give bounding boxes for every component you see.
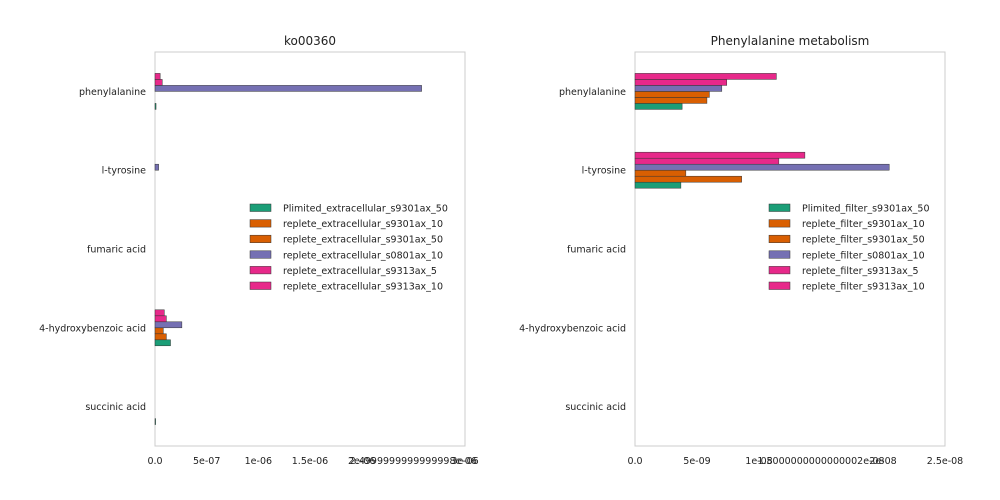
bar (154, 315, 167, 323)
y-tick-label: phenylalanine (559, 87, 626, 98)
legend-label: replete_extracellular_s9313ax_5 (283, 266, 437, 277)
legend-label: replete_filter_s9301ax_10 (802, 219, 925, 230)
bar (634, 169, 687, 177)
x-tick-label: 1.5e-06 (292, 456, 328, 467)
legend-swatch (249, 219, 272, 228)
bar (634, 103, 683, 110)
chart-title: ko00360 (284, 34, 336, 48)
legend-label: Plimited_filter_s9301ax_50 (802, 204, 930, 215)
y-tick-label: l-tyrosine (102, 166, 147, 177)
bar (634, 73, 777, 80)
bar (154, 73, 161, 80)
y-tick-label: 4-hydroxybenzoic acid (39, 323, 146, 334)
bar (154, 85, 422, 92)
y-tick-label: succinic acid (565, 402, 626, 413)
x-tick-label: 1e-06 (245, 456, 272, 467)
x-tick-label: 1e-08 (745, 456, 772, 467)
legend-label: replete_extracellular_s9301ax_10 (283, 219, 443, 230)
legend-swatch (768, 266, 791, 275)
x-tick-label: 1.5000000000000002e-08 (757, 456, 884, 467)
bar (634, 151, 806, 159)
legend-swatch (768, 203, 791, 212)
legend-label: Plimited_extracellular_s9301ax_50 (283, 204, 448, 215)
x-tick-label: 5e-07 (193, 456, 220, 467)
bar (154, 309, 165, 317)
chart-panel-1: ko00360 phenylalanine l-tyrosine fumaric ac… (39, 34, 479, 467)
legend-swatch (249, 281, 272, 290)
legend-swatch (768, 219, 791, 228)
y-tick-label: l-tyrosine (582, 166, 627, 177)
legend-swatch (249, 203, 272, 212)
x-tick-label: 5e-09 (683, 456, 710, 467)
legend-swatch (249, 266, 272, 275)
legend-label: replete_filter_s9313ax_5 (802, 266, 919, 277)
x-tick-label: 2.4999999999999998e-06 (350, 456, 477, 467)
legend-label: replete_extracellular_s9313ax_10 (283, 282, 443, 293)
chart-panel-2: Phenylalanine metabolism phenylalanine l-t… (519, 34, 963, 467)
x-tick-label: 0.0 (627, 456, 642, 467)
bar (634, 157, 780, 165)
bar (634, 175, 742, 183)
plot-frame (154, 51, 466, 447)
legend-label: replete_extracellular_s9301ax_50 (283, 235, 443, 246)
x-tick-label: 2e-06 (348, 456, 375, 467)
legend-swatch (768, 281, 791, 290)
y-tick-label: phenylalanine (79, 87, 146, 98)
bar (154, 327, 164, 335)
y-tick-label: 4-hydroxybenzoic acid (519, 323, 626, 334)
legend-swatch (249, 234, 272, 243)
bar (154, 79, 163, 86)
x-tick-label: 2e-08 (869, 456, 896, 467)
legend-label: replete_filter_s0801ax_10 (802, 250, 925, 261)
x-tick-label: 3e-06 (451, 456, 478, 467)
legend: Plimited_filter_s9301ax_50 replete_filter… (768, 203, 930, 293)
bar (154, 333, 167, 341)
bar (634, 91, 710, 98)
x-tick-label: 0.0 (147, 456, 162, 467)
bar (634, 163, 890, 171)
legend-swatch (768, 234, 791, 243)
bar (154, 418, 156, 425)
legend: Plimited_extracellular_s9301ax_50replete… (249, 203, 448, 293)
bar (154, 103, 157, 110)
bar (634, 181, 682, 189)
plot-frame (634, 51, 946, 447)
legend-swatch (249, 250, 272, 259)
legend-label: replete_filter_s9313ax_10 (802, 282, 925, 293)
bar (634, 79, 728, 86)
legend-label: replete_extracellular_s0801ax_10 (283, 250, 443, 261)
bar (154, 339, 171, 347)
y-tick-label: succinic acid (85, 402, 146, 413)
bar (154, 321, 183, 329)
legend-label: replete_filter_s9301ax_50 (802, 235, 925, 246)
chart-title: Phenylalanine metabolism (711, 34, 870, 48)
bar (634, 97, 708, 104)
y-tick-label: fumaric acid (87, 245, 146, 256)
x-tick-label: 2.5e-08 (927, 456, 963, 467)
bar (634, 85, 723, 92)
legend-swatch (768, 250, 791, 259)
bar (154, 163, 159, 171)
y-tick-label: fumaric acid (567, 245, 626, 256)
